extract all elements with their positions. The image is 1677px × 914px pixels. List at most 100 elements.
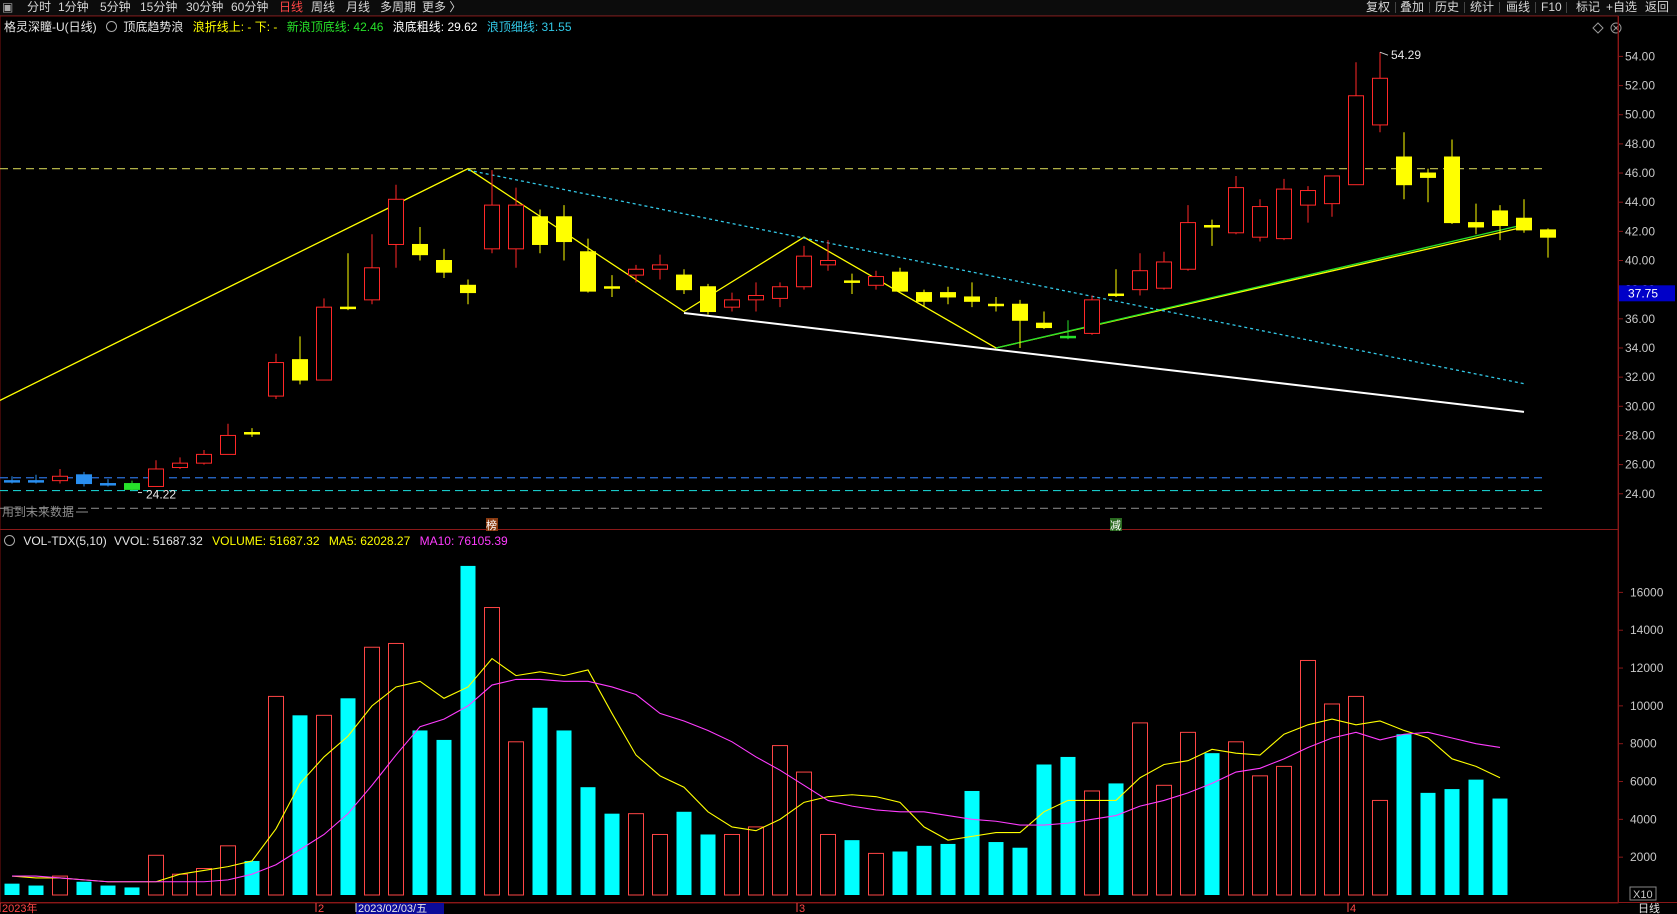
price-tick-label: 54.00 [1625,49,1655,63]
candle [76,471,92,487]
candle [100,479,116,487]
candle [412,226,428,261]
candle [1492,205,1508,241]
overlay-button[interactable]: 叠加 [1400,0,1425,14]
candle [1516,199,1532,233]
candle [628,264,644,283]
tab-15min[interactable]: 15分钟 [140,0,178,14]
price-tick-label: 36.00 [1625,312,1655,326]
volume-tick-label: 8000 [1630,737,1657,751]
thick-bottom-label: 浪底粗线: 29.62 [392,20,478,34]
statistics-button[interactable]: 统计 [1470,0,1495,14]
candle-body [460,284,476,294]
candle [436,248,452,278]
diamond-nav-icon[interactable] [1592,21,1604,34]
candle [916,289,932,308]
tab-60min[interactable]: 60分钟 [231,0,269,14]
volume-tick-label: 6000 [1630,775,1657,789]
event-badge-label: 榜 [486,518,497,532]
price-tick-label: 28.00 [1625,428,1655,442]
price-tick-label: 50.00 [1625,108,1655,122]
current-price-tag [1619,285,1675,302]
candle [52,468,68,484]
candle [1300,186,1316,223]
candle [1108,269,1124,297]
candle [844,273,860,295]
date-tick-label: 2 [318,903,324,914]
candle-body [1204,225,1220,228]
candle-body [1132,270,1148,291]
candle-body [820,260,836,266]
add-watchlist-button[interactable]: +自选 [1606,0,1638,14]
draw-line-button[interactable]: 画线 [1506,0,1531,14]
trend-line [995,224,1525,349]
candle-body [772,286,788,299]
tab-30min[interactable]: 30分钟 [186,0,224,14]
tab-weekly[interactable]: 周线 [311,0,336,14]
volume-bar [508,741,524,896]
f10-button[interactable]: F10 [1541,0,1562,14]
volume-bar [1204,753,1220,895]
window-menu-icon[interactable]: ▣ [2,0,14,14]
volume-bar [484,607,500,896]
history-button[interactable]: 历史 [1435,0,1460,14]
candle [1036,311,1052,330]
candle-body [652,264,668,270]
volume-bar [1108,783,1124,895]
mark-button[interactable]: 标记 [1576,0,1601,14]
candle [700,283,716,315]
volume-bar [292,715,308,895]
chart-frame [0,15,1619,904]
volume-bar [1396,734,1412,895]
tab-multi-period[interactable]: 多周期 [380,0,417,14]
candle-body [1252,206,1268,238]
candle [820,240,836,271]
volume-bar [820,833,836,896]
tab-1min[interactable]: 1分钟 [58,0,89,14]
back-button[interactable]: 返回 [1645,0,1670,14]
candle [676,269,692,295]
candle [724,292,740,312]
period-label: 日线 [1638,901,1660,914]
future-data-note: 用到未来数据 [2,504,74,519]
vol-indicator-name: VOL-TDX(5,10) [23,534,107,548]
candle [1372,52,1388,133]
candle [4,476,20,484]
candle-body [1444,156,1460,224]
volume-bar [340,698,356,895]
tab-more[interactable]: 更多 〉 [422,0,462,14]
candle [1180,205,1196,271]
candle-body [940,292,956,298]
volume-bar [148,854,164,896]
volume-bar [916,845,932,895]
tab-5min[interactable]: 5分钟 [100,0,131,14]
volume-bar [1276,765,1292,896]
volume-bar [412,730,428,895]
candle [388,184,404,268]
event-badge [486,518,498,531]
candle-body [748,294,764,301]
tab-daily[interactable]: 日线 [279,0,304,14]
candle-body [868,276,884,286]
stock-name: 格灵深瞳-U [4,20,65,34]
candle [964,282,980,308]
candle [1420,168,1436,203]
tab-intraday[interactable]: 分时 [27,0,52,14]
volume-bar [1444,789,1460,895]
tab-monthly[interactable]: 月线 [346,0,371,14]
volume-bar [580,787,596,895]
volume-bar [76,881,92,895]
candle [1252,199,1268,242]
volume-bar [700,834,716,895]
volume-bar [100,885,116,895]
candle [868,270,884,290]
trend-line [467,169,1525,385]
candle-body [1012,303,1028,321]
candle [604,275,620,297]
candle [28,474,44,484]
settings-circle-icon[interactable] [106,21,118,32]
price-tick-label: 34.00 [1625,341,1655,355]
volume-settings-icon[interactable] [4,535,15,546]
restore-rights-button[interactable]: 复权 [1366,0,1391,14]
